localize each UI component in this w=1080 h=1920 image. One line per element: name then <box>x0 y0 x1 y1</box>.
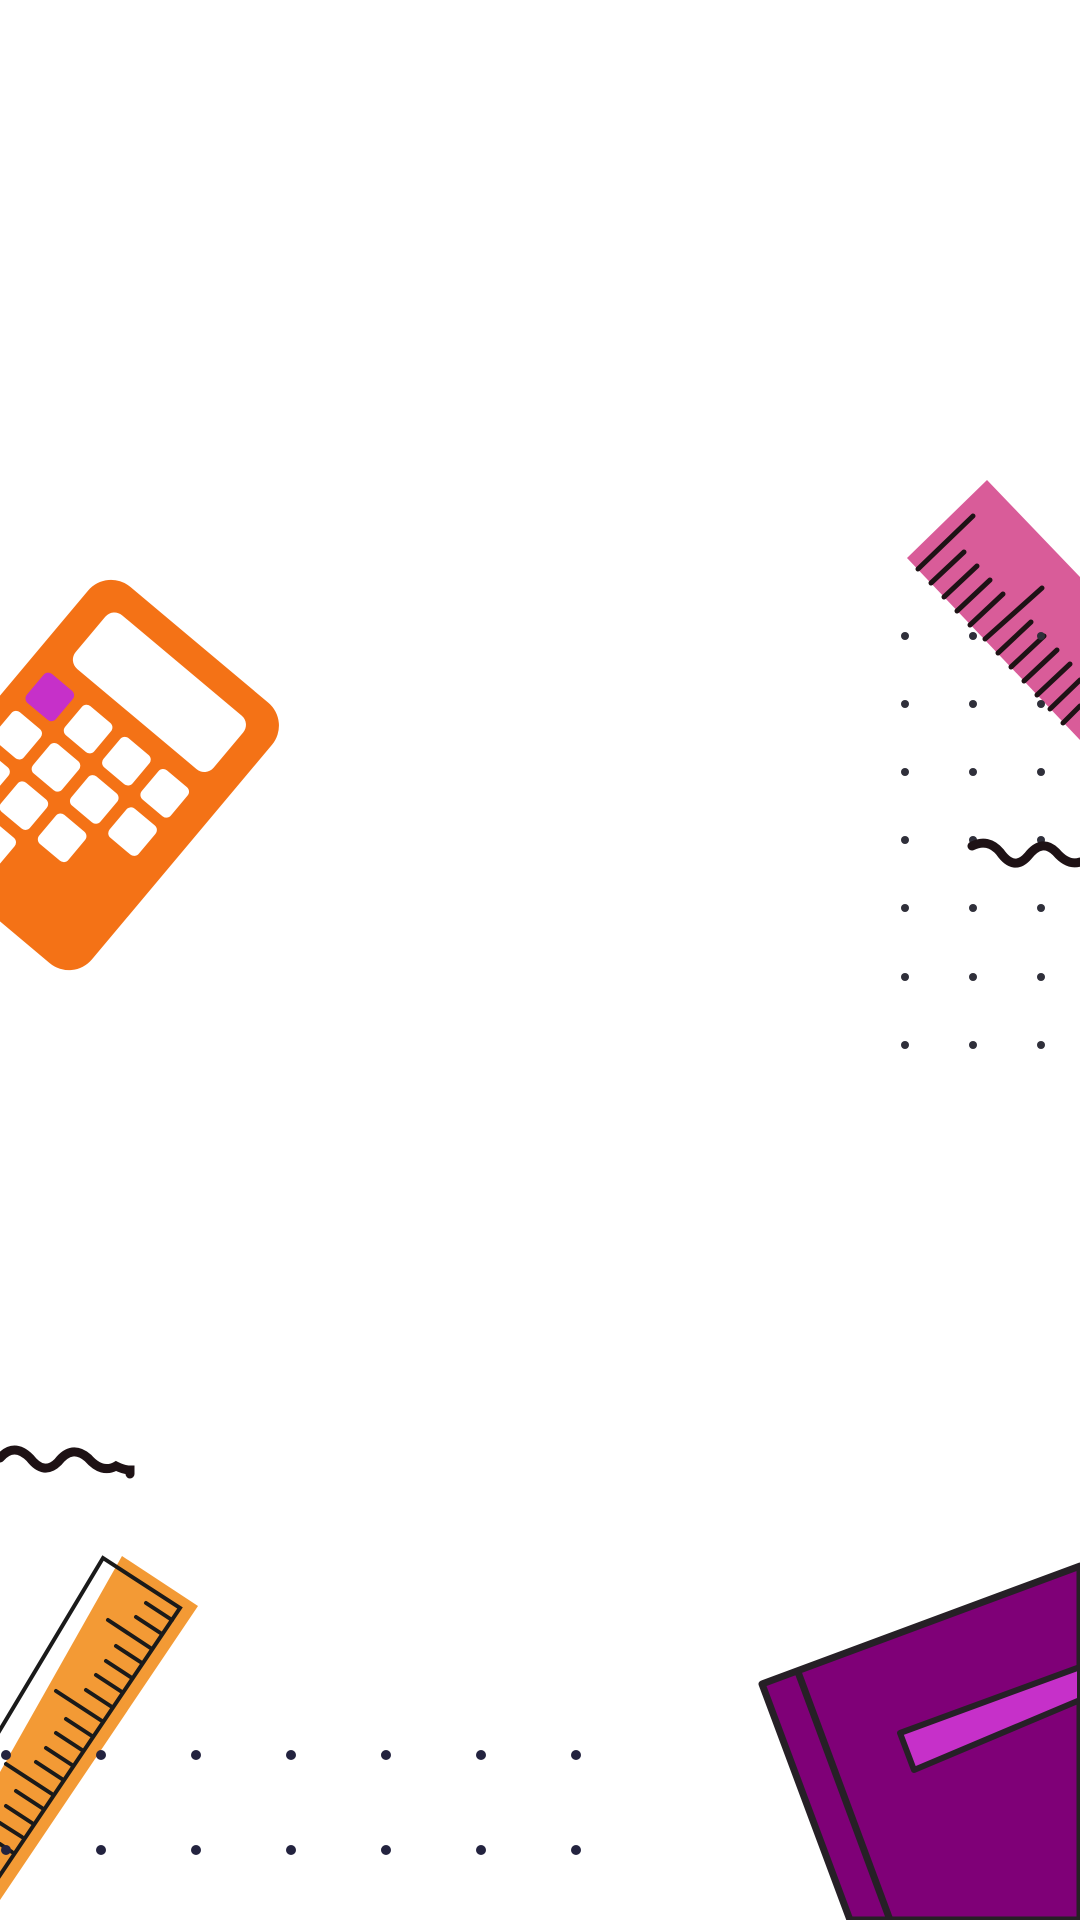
pink-ruler-icon <box>907 480 1080 740</box>
dot-grid-pattern <box>901 632 1045 1049</box>
dot-grid-pattern <box>1 1750 581 1855</box>
purple-book-icon <box>758 1562 1080 1920</box>
calculator-icon <box>0 579 279 971</box>
squiggle-line-icon <box>0 1445 135 1479</box>
squiggle-line-icon <box>967 838 1080 868</box>
orange-ruler-icon <box>0 1555 198 1900</box>
